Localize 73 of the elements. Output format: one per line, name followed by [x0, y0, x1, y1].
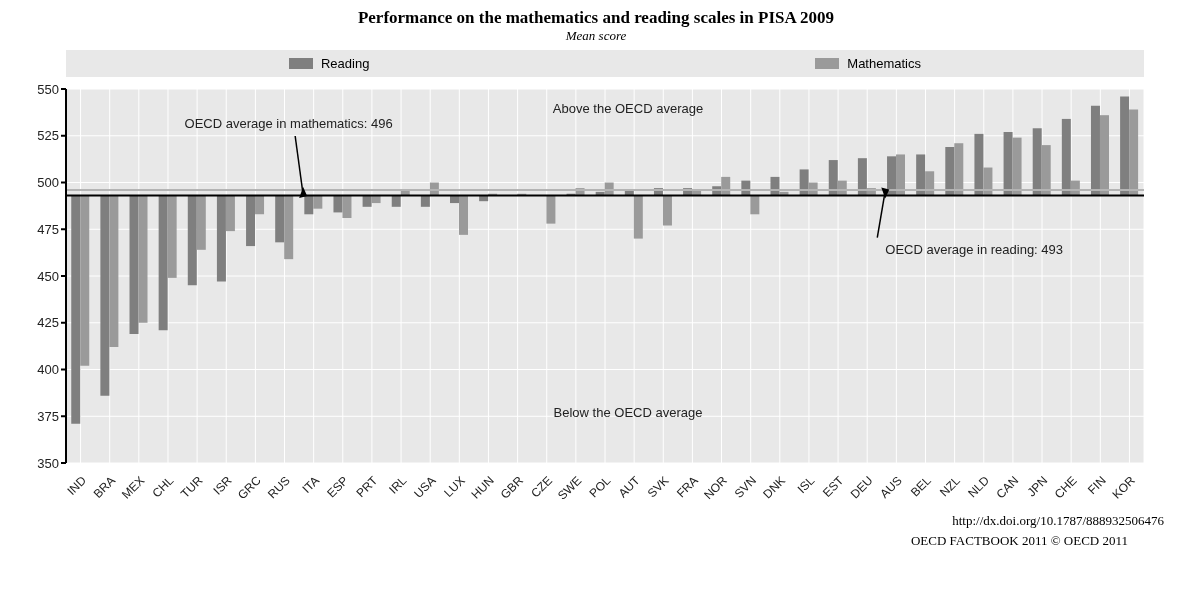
y-tick-label: 450: [37, 268, 59, 284]
chart-title: Performance on the mathematics and reading scales in PISA 2009: [356, 8, 836, 28]
x-tick-label: ISR: [210, 473, 235, 498]
bar: [80, 195, 90, 366]
ref-line-label: OECD average in reading: 493: [885, 241, 1064, 257]
bar: [100, 195, 110, 396]
bar: [109, 195, 119, 348]
text: OECD FACTBOOK 2011 © OECD 2011: [909, 532, 1129, 550]
bar: [1003, 132, 1013, 196]
y-tick-label: 500: [37, 175, 59, 191]
bar: [1061, 118, 1071, 196]
bar: [954, 143, 964, 196]
chart-subtitle: Mean score: [564, 28, 628, 44]
annotation: Above the OECD average: [552, 101, 704, 116]
bar: [342, 195, 352, 219]
x-tick-label: ISL: [794, 473, 818, 497]
bar: [129, 195, 139, 334]
bar: [167, 195, 177, 278]
bar: [284, 195, 294, 260]
bar: [857, 158, 867, 196]
y-tick-label: 525: [37, 128, 59, 144]
ref-line-label: OECD average in mathematics: 496: [184, 115, 393, 131]
bar: [1041, 145, 1051, 196]
bar: [187, 195, 197, 286]
bar: [546, 195, 556, 224]
bar: [1032, 128, 1042, 196]
y-tick-label: 350: [37, 455, 59, 471]
bar: [945, 146, 955, 196]
bar: [459, 195, 468, 235]
x-tick-label: USA: [411, 473, 439, 501]
bar: [158, 195, 168, 331]
x-tick-label: CHL: [149, 473, 177, 501]
bar: [896, 154, 906, 196]
x-tick-label: POL: [586, 473, 614, 501]
bar: [1120, 96, 1130, 196]
bar: [916, 154, 926, 196]
x-tick-label: IND: [64, 473, 90, 498]
bar: [887, 156, 897, 196]
y-tick-label: 475: [37, 221, 59, 237]
y-tick-label: 550: [37, 81, 59, 97]
x-tick-label: BEL: [907, 473, 935, 500]
bar: [225, 195, 235, 232]
bar: [1012, 137, 1022, 196]
x-tick-label: BRA: [90, 473, 119, 501]
y-tick-label: 400: [37, 362, 59, 378]
bar: [216, 195, 226, 282]
x-tick-label: NZL: [937, 473, 964, 500]
bar: [633, 195, 643, 239]
bar: [1129, 109, 1139, 196]
bar: [1090, 105, 1100, 196]
bar: [255, 195, 265, 215]
bar: [275, 195, 285, 243]
legend-label: Reading: [319, 56, 370, 71]
bar: [138, 195, 148, 323]
bar: [196, 195, 206, 250]
bar: [304, 195, 314, 215]
bar: [974, 133, 984, 196]
bar: [750, 195, 760, 215]
y-tick-label: 425: [37, 315, 59, 331]
x-tick-label: TUR: [178, 473, 206, 501]
bar: [71, 195, 81, 424]
x-tick-label: IRL: [386, 473, 410, 497]
bar: [246, 195, 256, 247]
bar: [828, 160, 838, 196]
y-tick-label: 375: [37, 408, 59, 424]
text: http://dx.doi.org/10.1787/888932506476: [951, 512, 1164, 530]
x-tick-label: FIN: [1085, 473, 1109, 498]
annotation: Below the OECD average: [553, 405, 703, 420]
legend-label: Mathematics: [846, 56, 922, 71]
bar: [662, 195, 672, 226]
x-tick-label: ITA: [299, 473, 322, 496]
x-tick-label: FRA: [673, 473, 701, 501]
bar: [1099, 115, 1109, 196]
